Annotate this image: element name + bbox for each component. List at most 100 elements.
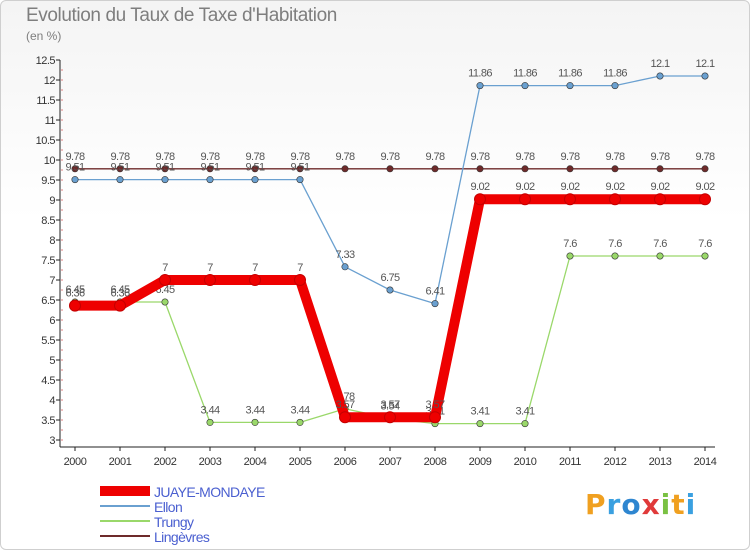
data-point (701, 165, 709, 173)
data-label: 9.02 (515, 181, 534, 193)
data-point (609, 193, 621, 206)
data-point (699, 193, 711, 206)
data-label: 3.44 (200, 404, 219, 416)
proxiti-logo: Proxiti (585, 488, 696, 521)
data-point (519, 193, 531, 206)
y-tick-label: 11.5 (36, 95, 55, 107)
data-label: 9.78 (245, 151, 264, 163)
x-tick-label: 2009 (469, 456, 492, 468)
logo-letter: i (685, 488, 697, 521)
logo-letter: x (641, 488, 661, 521)
data-point (116, 176, 124, 184)
data-point (656, 72, 664, 80)
data-point (206, 176, 214, 184)
data-label: 9.78 (155, 151, 174, 163)
y-tick-label: 5 (49, 355, 55, 367)
data-label: 9.51 (155, 162, 174, 174)
data-point (341, 263, 349, 271)
data-label: 6.45 (65, 284, 84, 296)
x-tick-label: 2012 (604, 456, 627, 468)
data-label: 3.44 (245, 404, 264, 416)
data-label: 6.36 (110, 288, 129, 300)
data-point (206, 165, 214, 173)
x-tick-label: 2000 (64, 456, 87, 468)
data-label: 6.41 (425, 286, 444, 298)
x-tick-label: 2014 (694, 456, 717, 468)
data-point (566, 252, 574, 260)
data-label: 9.02 (560, 181, 579, 193)
data-label: 9.78 (650, 151, 669, 163)
data-point (251, 176, 259, 184)
data-label: 9.78 (560, 151, 579, 163)
data-label: 3.41 (515, 406, 534, 418)
data-label: 3.57 (425, 399, 444, 411)
data-label: 7.6 (563, 238, 577, 250)
data-point (566, 82, 574, 90)
x-tick-label: 2001 (109, 456, 132, 468)
data-point (611, 252, 619, 260)
y-tick-label: 12.5 (36, 55, 56, 67)
y-tick-label: 5.5 (41, 335, 55, 347)
y-tick-label: 11 (45, 115, 56, 127)
legend-item: Lingèvres (100, 529, 400, 545)
legend-swatch (100, 505, 150, 507)
data-point (341, 165, 349, 173)
data-label: 9.02 (695, 181, 714, 193)
y-tick-label: 3.5 (41, 415, 55, 427)
data-label: 9.51 (290, 162, 309, 174)
data-point (69, 299, 81, 312)
x-tick-label: 2011 (559, 456, 581, 468)
data-label: 9.78 (470, 151, 489, 163)
data-label: 9.78 (380, 151, 399, 163)
data-label: 3.57 (380, 399, 399, 411)
y-tick-label: 12 (44, 75, 56, 87)
data-point (116, 165, 124, 173)
data-label: 9.51 (65, 162, 84, 174)
data-point (159, 274, 171, 286)
data-label: 7 (162, 262, 168, 274)
data-label: 9.51 (110, 162, 129, 174)
chart-title: Evolution du Taux de Taxe d'Habitation (26, 5, 337, 26)
data-point (521, 82, 529, 90)
data-point (161, 298, 169, 306)
data-point (429, 411, 441, 424)
data-point (296, 418, 304, 426)
data-label: 9.78 (200, 151, 219, 163)
data-point (611, 82, 619, 90)
y-tick-label: 8.5 (41, 215, 55, 227)
x-tick-label: 2004 (244, 456, 267, 468)
data-point (476, 420, 484, 428)
data-label: 9.78 (515, 151, 534, 163)
y-tick-label: 9.5 (41, 175, 55, 187)
data-point (431, 300, 439, 308)
data-label: 11.86 (558, 68, 582, 80)
data-point (654, 193, 666, 206)
data-point (521, 420, 529, 428)
data-point (656, 165, 664, 173)
data-label: 6.36 (65, 288, 84, 300)
data-point (161, 176, 169, 184)
data-label: 9.51 (200, 162, 219, 174)
data-label: 3.54 (380, 400, 399, 412)
data-label: 3.41 (470, 406, 489, 418)
data-point (386, 165, 394, 173)
legend-label: Lingèvres (154, 529, 210, 545)
y-tick-label: 10 (44, 155, 56, 167)
data-point (701, 252, 709, 260)
data-label: 11.86 (468, 68, 492, 80)
data-point (296, 165, 304, 173)
data-point (384, 411, 396, 424)
data-point (521, 165, 529, 173)
y-tick-label: 7.5 (41, 255, 55, 267)
data-point (476, 82, 484, 90)
x-tick-label: 2005 (289, 456, 312, 468)
data-label: 9.02 (650, 181, 669, 193)
legend-label: Trungy (154, 514, 194, 530)
legend-swatch (100, 486, 150, 496)
data-label: 6.75 (380, 272, 399, 284)
data-label: 9.78 (290, 151, 309, 163)
data-point (431, 165, 439, 173)
data-label: 9.78 (425, 151, 444, 163)
data-point (161, 165, 169, 173)
